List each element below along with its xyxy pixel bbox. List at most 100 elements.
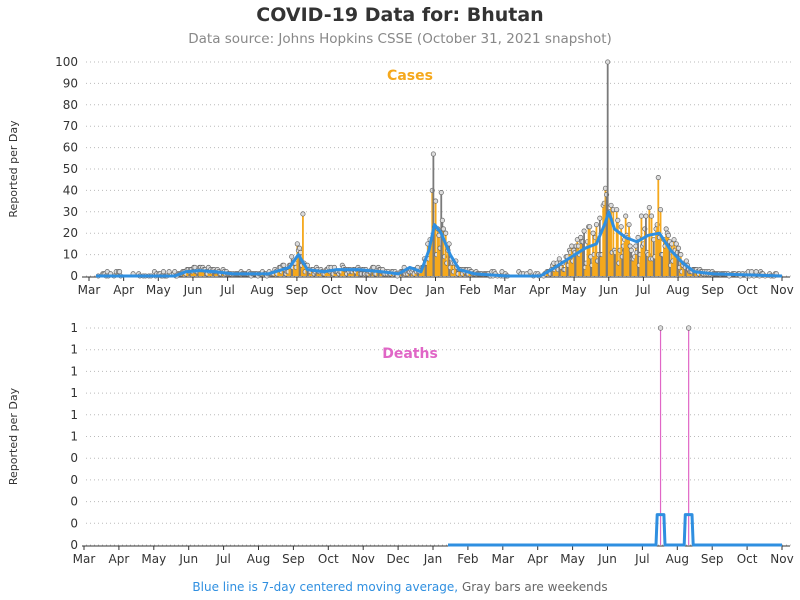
case-bar [550,269,553,276]
moving-average-line [448,513,782,547]
case-bar [611,252,614,276]
x-tick-label: Nov [770,552,793,566]
x-tick-label: Apr [113,283,134,297]
case-bar [441,220,444,276]
case-point [281,262,287,268]
case-bar [300,265,303,276]
x-tick-label: Jul [634,552,649,566]
case-bar [577,246,580,276]
x-tick-label: Feb [457,552,478,566]
x-tick-label: Sep [701,552,724,566]
case-bar [434,201,437,276]
case-bar [692,269,695,276]
case-point [297,245,303,251]
case-bar [619,250,621,276]
y-tick-label: 1 [70,343,78,357]
x-tick-label: Jan [425,283,445,297]
case-bar [620,226,623,276]
case-bar [575,246,578,276]
case-bar [669,265,672,276]
case-point [569,243,575,249]
case-bar [586,241,589,276]
case-bar [661,254,664,276]
case-bar [289,265,292,276]
case-bar [612,209,615,276]
y-tick-label: 70 [63,119,78,133]
x-tick-label: Apr [527,552,548,566]
case-bar [583,231,585,276]
case-bar [443,256,446,276]
case-bar [197,269,200,276]
case-point [623,213,629,219]
case-bar [356,269,358,276]
case-bar [438,235,440,276]
x-tick-label: Jun [183,283,203,297]
case-point [665,232,671,238]
case-point [683,258,689,264]
case-bar [439,248,442,276]
case-bar [605,194,608,276]
y-tick-label: 0 [70,451,78,465]
case-bar [580,241,583,276]
case-bar [667,235,670,276]
case-point [590,230,596,236]
case-bar [560,267,563,276]
y-axis-label: Reported per Day [7,387,20,485]
x-tick-label: Mar [73,552,96,566]
case-bar [684,267,687,276]
x-tick-label: Apr [109,552,130,566]
case-point [638,213,644,219]
chart-footer: Blue line is 7-day centered moving avera… [0,580,800,594]
case-bar [598,218,601,276]
case-bar [576,239,579,276]
case-point [753,269,759,275]
case-bar [296,243,299,276]
cases-panel: 0 10 20 30 40 50 60 70 80 90 100 Reported per Day Ca… [7,55,794,297]
y-tick-label: 20 [63,226,78,240]
death-point [657,325,664,331]
x-tick-label: May [560,552,585,566]
y-tick-label: 1 [70,430,78,444]
x-tick-label: Feb [460,283,481,297]
y-tick-label: 100 [55,55,78,69]
case-point [627,243,633,249]
case-bar [666,233,669,276]
case-bar [613,250,616,276]
x-tick-label: Jan [423,552,443,566]
case-bar [645,216,647,276]
case-point [646,204,652,211]
case-bar [295,267,298,276]
case-bar [668,241,671,276]
case-bar [624,216,627,276]
case-bar [593,254,596,276]
case-bar [641,246,644,276]
case-bar [562,269,565,276]
x-tick-label: Jun [597,552,617,566]
footer-weekend-note: Gray bars are weekends [461,580,608,594]
case-bar [293,263,295,276]
case-point [673,241,679,247]
case-point [628,247,634,253]
case-point [294,241,300,247]
case-point [160,269,167,275]
chart-title: COVID-19 Data for: Bhutan [256,4,544,26]
case-bar [665,228,668,276]
case-bar [555,267,557,276]
y-tick-label: 80 [63,98,78,112]
case-bar [649,258,652,276]
y-tick-label: 40 [63,183,78,197]
case-point [648,213,655,219]
x-tick-label: Oct [737,283,758,297]
x-tick-label: Oct [737,552,758,566]
case-bar [591,265,593,276]
y-tick-label: 0 [70,495,78,509]
case-bar [573,250,575,276]
case-point [117,269,123,275]
case-bar [564,269,566,276]
case-bar [672,261,674,276]
case-bar [571,261,574,276]
case-bar [639,254,642,276]
case-bar [442,228,445,276]
x-tick-label: Jul [219,283,234,297]
